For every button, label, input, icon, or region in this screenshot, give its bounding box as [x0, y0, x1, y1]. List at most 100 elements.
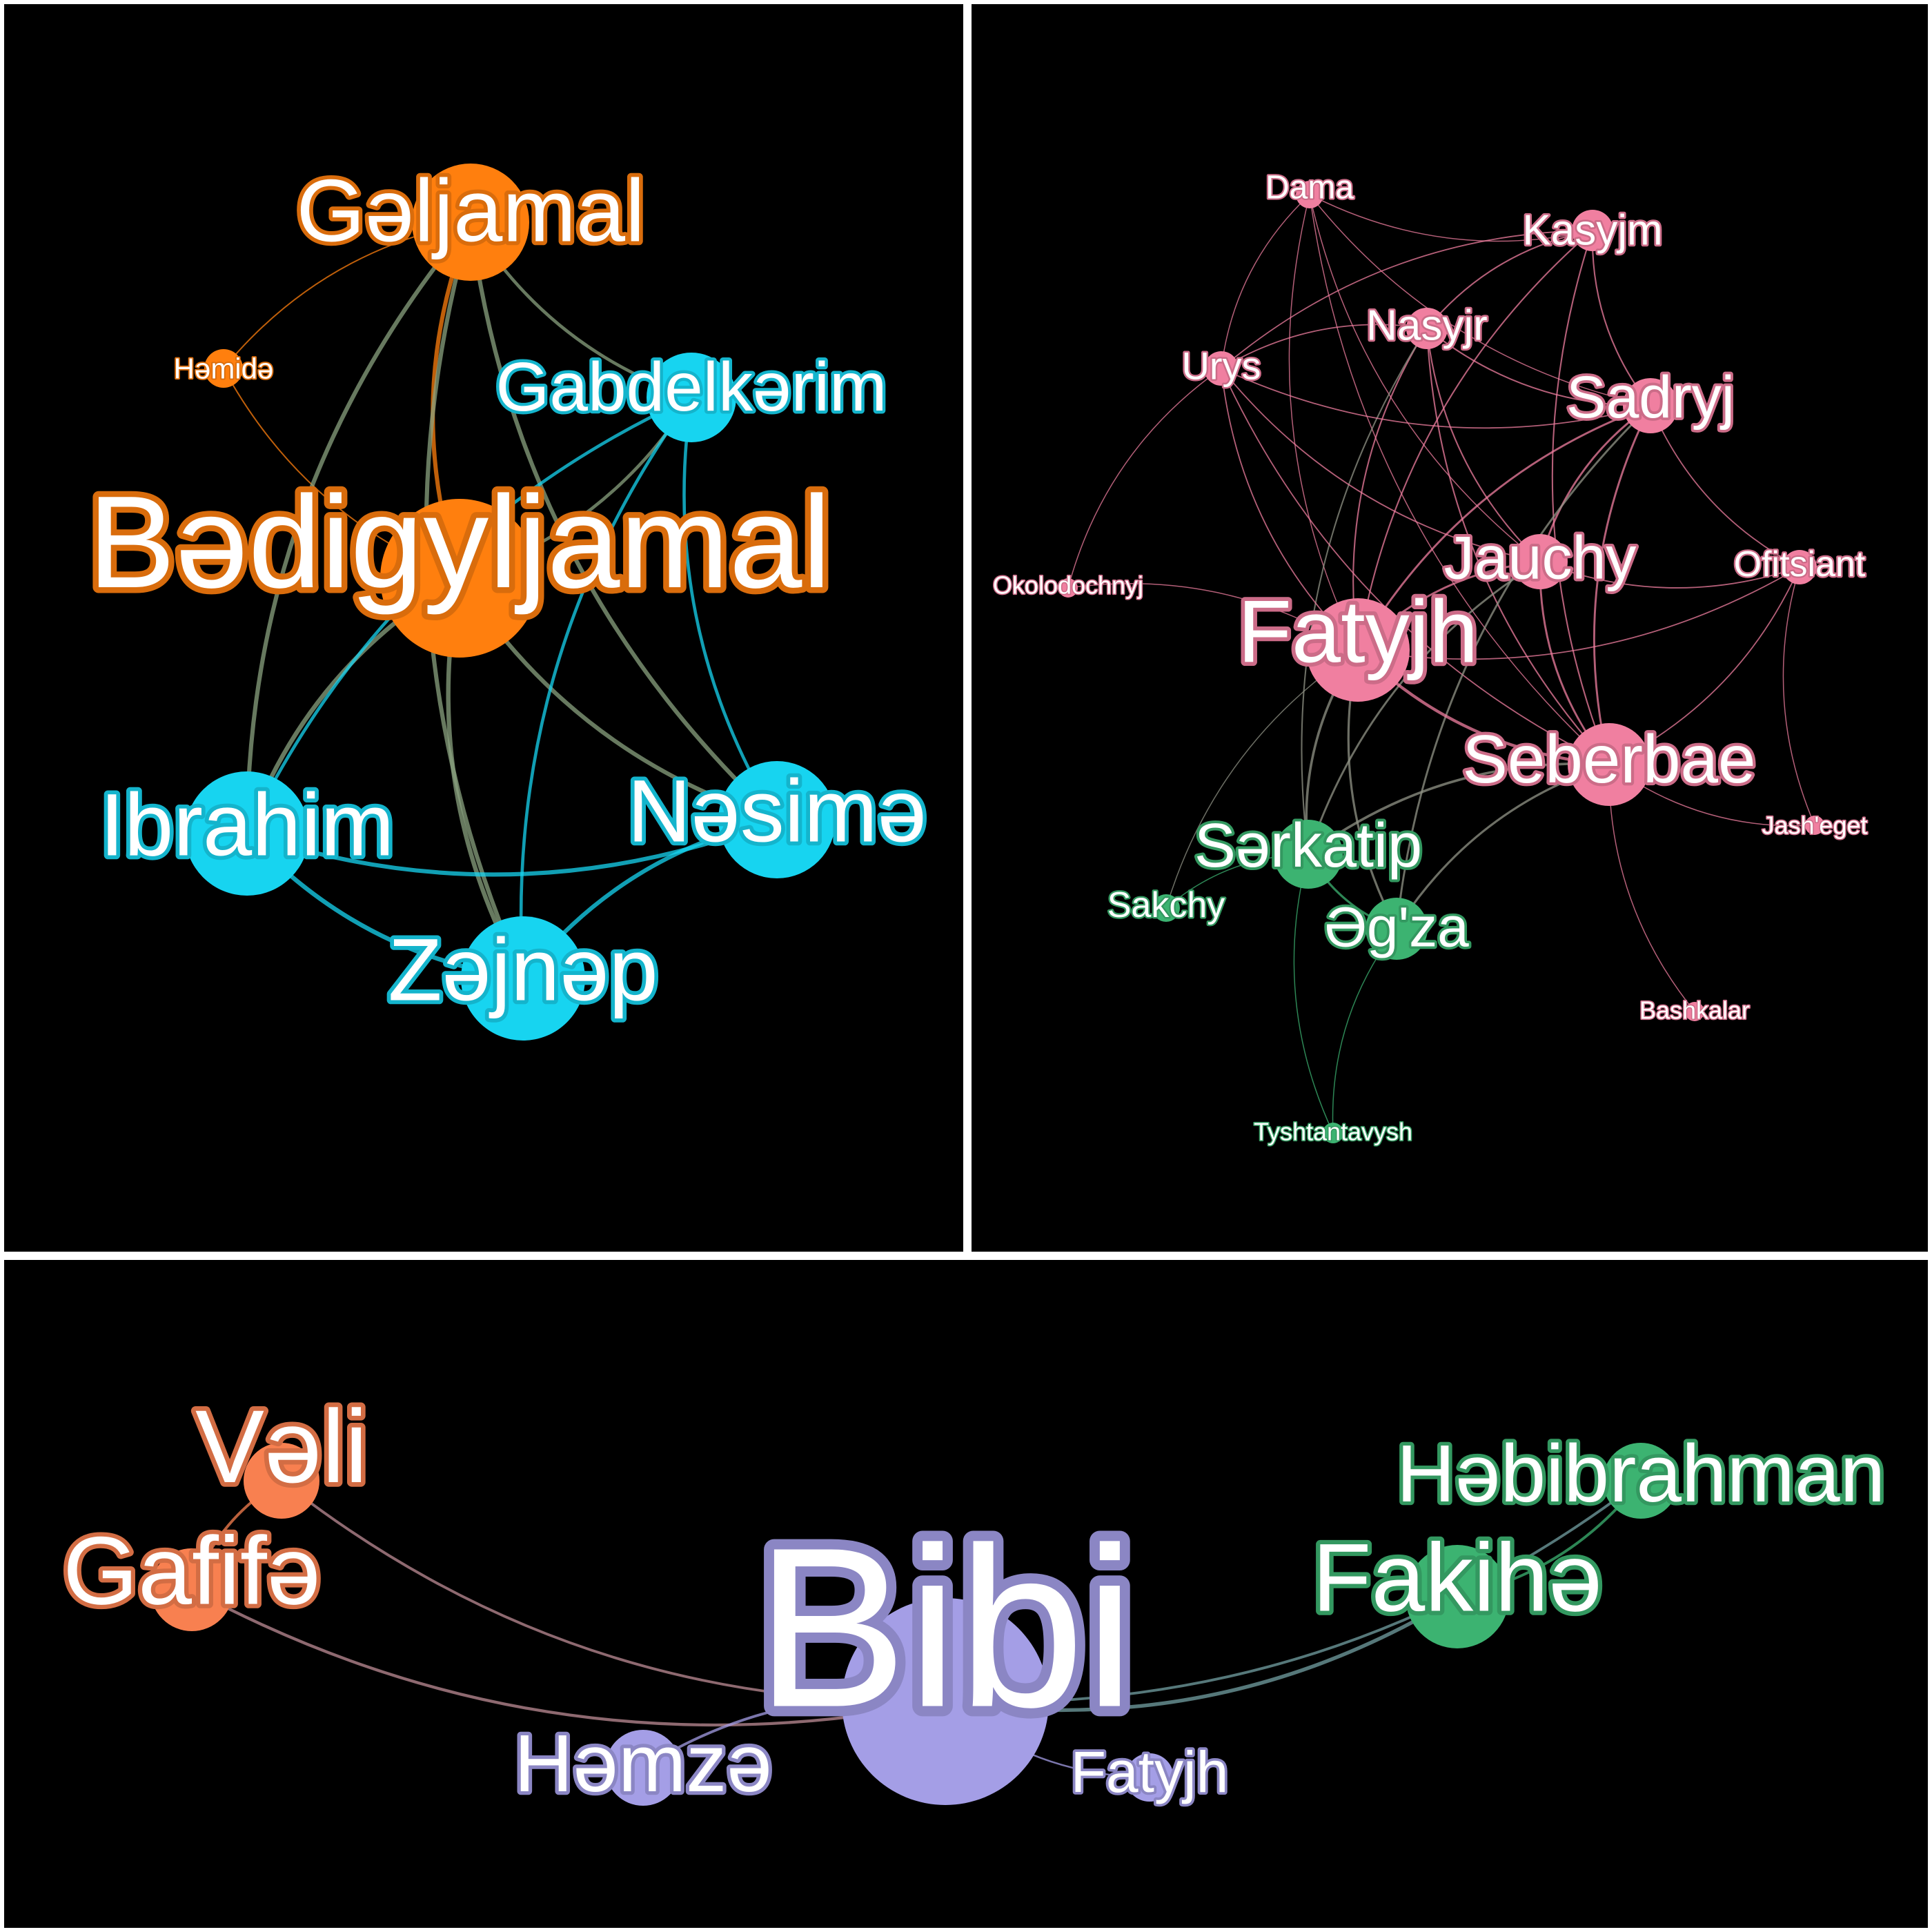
- node-tyshtantavysh[interactable]: [1323, 1123, 1343, 1143]
- network-graph-a: Gəljamal Həmidə Gabdelkərim Bədigyljamal Ibr…: [82, 158, 931, 1041]
- node-sadryj[interactable]: [1623, 378, 1678, 433]
- node-bedigyljamal[interactable]: [380, 499, 539, 658]
- edge-urys-okolodochnyj: [1067, 368, 1222, 589]
- node-nasyjr[interactable]: [1406, 308, 1448, 349]
- node-zejnep[interactable]: [461, 916, 585, 1041]
- edge-geljamal-nesime: [468, 221, 779, 822]
- network-graph-b: Dama Kasyjm Nasyjr Urys Sadryj Okolodochnyj Ja…: [992, 168, 1869, 1147]
- nodes-group: [185, 164, 836, 1041]
- node-hemze[interactable]: [605, 1730, 681, 1806]
- node-label-serkatip: Sərkatip: [1194, 811, 1422, 880]
- edge-serkatip-tyshtantavysh: [1293, 854, 1334, 1134]
- node-bashkalar[interactable]: [1685, 1002, 1704, 1021]
- node-label-bedigyljamal: Bədigyljamal: [88, 469, 831, 615]
- node-nesime[interactable]: [718, 761, 836, 878]
- edge-fatyjh-ofitsiant: [1357, 566, 1800, 660]
- node-label-seberbae: Seberbae: [1462, 721, 1755, 797]
- node-urys[interactable]: [1204, 351, 1239, 386]
- node-label-bashkalar: Bashkalar: [1639, 996, 1750, 1025]
- node-label-dama: Dama: [1265, 170, 1354, 206]
- edge-gabdelkerim-zejnep: [519, 396, 693, 979]
- node-label-fatyjh: Fatyjh: [1238, 583, 1479, 682]
- node-seberbae[interactable]: [1568, 723, 1650, 806]
- node-serkatip[interactable]: [1274, 820, 1343, 889]
- edge-jauchy-ofitsiant: [1539, 561, 1800, 589]
- node-gafife[interactable]: [150, 1548, 233, 1631]
- node-label-sadryj: Sadryj: [1566, 364, 1735, 431]
- node-bibi[interactable]: [842, 1598, 1049, 1805]
- edge-nasyjr-sadryj: [1426, 328, 1651, 407]
- edge-ibrahim-nesime: [246, 818, 778, 877]
- node-label-nasyjr: Nasyjr: [1366, 302, 1488, 350]
- node-dama[interactable]: [1296, 181, 1323, 208]
- node-label-kasyjm: Kasyjm: [1522, 207, 1662, 255]
- edge-sadryj-fatyjh: [1357, 404, 1651, 651]
- edge-nasyjr-serkatip: [1301, 328, 1428, 855]
- node-geljamal[interactable]: [412, 164, 529, 281]
- node-label-hemze: Həmzə: [514, 1718, 772, 1809]
- edge-nasyjr-urys: [1221, 324, 1428, 369]
- edge-kasyjm-nasyjr: [1426, 229, 1593, 329]
- edge-nasyjr-jauchy: [1426, 328, 1541, 562]
- node-label-jauchy: Jauchy: [1444, 524, 1637, 592]
- network-panel-right: Dama Kasyjm Nasyjr Urys Sadryj Okolodochnyj Ja…: [972, 4, 1928, 1252]
- node-fatyjh[interactable]: [1125, 1753, 1174, 1802]
- edge-gafife-bibi: [190, 1588, 946, 1727]
- network-panel-left: Gəljamal Həmidə Gabdelkərim Bədigyljamal Ibr…: [4, 4, 963, 1252]
- edge-bibi-hebibrahman: [945, 1479, 1642, 1704]
- edge-sadryj-ofitsiant: [1650, 405, 1800, 568]
- node-label-geljamal: Gəljamal: [296, 162, 644, 261]
- edge-geljamal-ibrahim: [244, 221, 473, 834]
- edge-sadryj-seberbae: [1593, 405, 1652, 765]
- edge-ofitsiant-jasheget: [1782, 566, 1815, 826]
- node-hebibrahman[interactable]: [1603, 1443, 1679, 1519]
- edge-sadryj-egza: [1395, 404, 1652, 929]
- edge-dama-kasyjm: [1309, 194, 1593, 242]
- edge-dama-fatyjh: [1288, 194, 1359, 651]
- node-label-hemide: Həmidə: [174, 353, 274, 385]
- node-hemide[interactable]: [204, 349, 243, 388]
- node-ibrahim[interactable]: [185, 771, 309, 896]
- edge-kasyjm-urys: [1221, 230, 1593, 369]
- node-label-zejnep: Zəjnəp: [388, 921, 658, 1020]
- node-label-bibi: Bibi: [756, 1500, 1135, 1755]
- nodes-group: [150, 1443, 1679, 1806]
- node-label-veli: Vəli: [195, 1388, 368, 1504]
- edge-dama-jauchy: [1309, 194, 1541, 562]
- network-panel-bottom: Vəli Gafifə Bibi Həbibrahman Fakihə Həmzə Faty…: [4, 1260, 1928, 1928]
- node-ofitsiant[interactable]: [1782, 550, 1817, 584]
- edge-seberbae-serkatip: [1307, 762, 1610, 856]
- labels-group: Gəljamal Həmidə Gabdelkərim Bədigyljamal Ibr…: [82, 158, 931, 1024]
- edge-urys-seberbae: [1221, 368, 1610, 765]
- node-fakihe[interactable]: [1406, 1545, 1509, 1648]
- edge-kasyjm-seberbae: [1551, 230, 1610, 765]
- edge-urys-jauchy: [1221, 368, 1541, 562]
- node-okolodochnyj[interactable]: [1058, 578, 1078, 598]
- node-egza[interactable]: [1366, 898, 1428, 960]
- node-sakchy[interactable]: [1152, 894, 1180, 922]
- node-fatyjh[interactable]: [1306, 598, 1410, 702]
- node-label-sakchy: Sakchy: [1107, 885, 1225, 925]
- edge-nasyjr-seberbae: [1426, 328, 1610, 765]
- edges-group: [1067, 194, 1815, 1134]
- node-jauchy[interactable]: [1512, 534, 1568, 589]
- node-jasheget[interactable]: [1805, 816, 1824, 835]
- edge-egza-tyshtantavysh: [1332, 928, 1397, 1134]
- node-label-jasheget: Jash'eget: [1762, 811, 1868, 840]
- edge-dama-sadryj: [1309, 194, 1651, 406]
- edge-urys-sadryj: [1221, 368, 1651, 429]
- edge-gabdelkerim-nesime: [682, 397, 778, 821]
- edge-dama-urys: [1221, 194, 1310, 369]
- node-kasyjm[interactable]: [1572, 210, 1613, 251]
- node-label-nesime: Nəsimə: [627, 762, 927, 861]
- node-label-urys: Urys: [1181, 344, 1261, 388]
- node-label-fakihe: Fakihə: [1312, 1524, 1602, 1632]
- node-label-okolodochnyj: Okolodochnyj: [993, 571, 1143, 600]
- node-veli[interactable]: [244, 1443, 319, 1519]
- node-label-fatyjh: Fatyjh: [1071, 1739, 1229, 1804]
- node-label-hebibrahman: Həbibrahman: [1397, 1428, 1885, 1519]
- nodes-group: [1058, 181, 1824, 1143]
- node-gabdelkerim[interactable]: [647, 353, 736, 442]
